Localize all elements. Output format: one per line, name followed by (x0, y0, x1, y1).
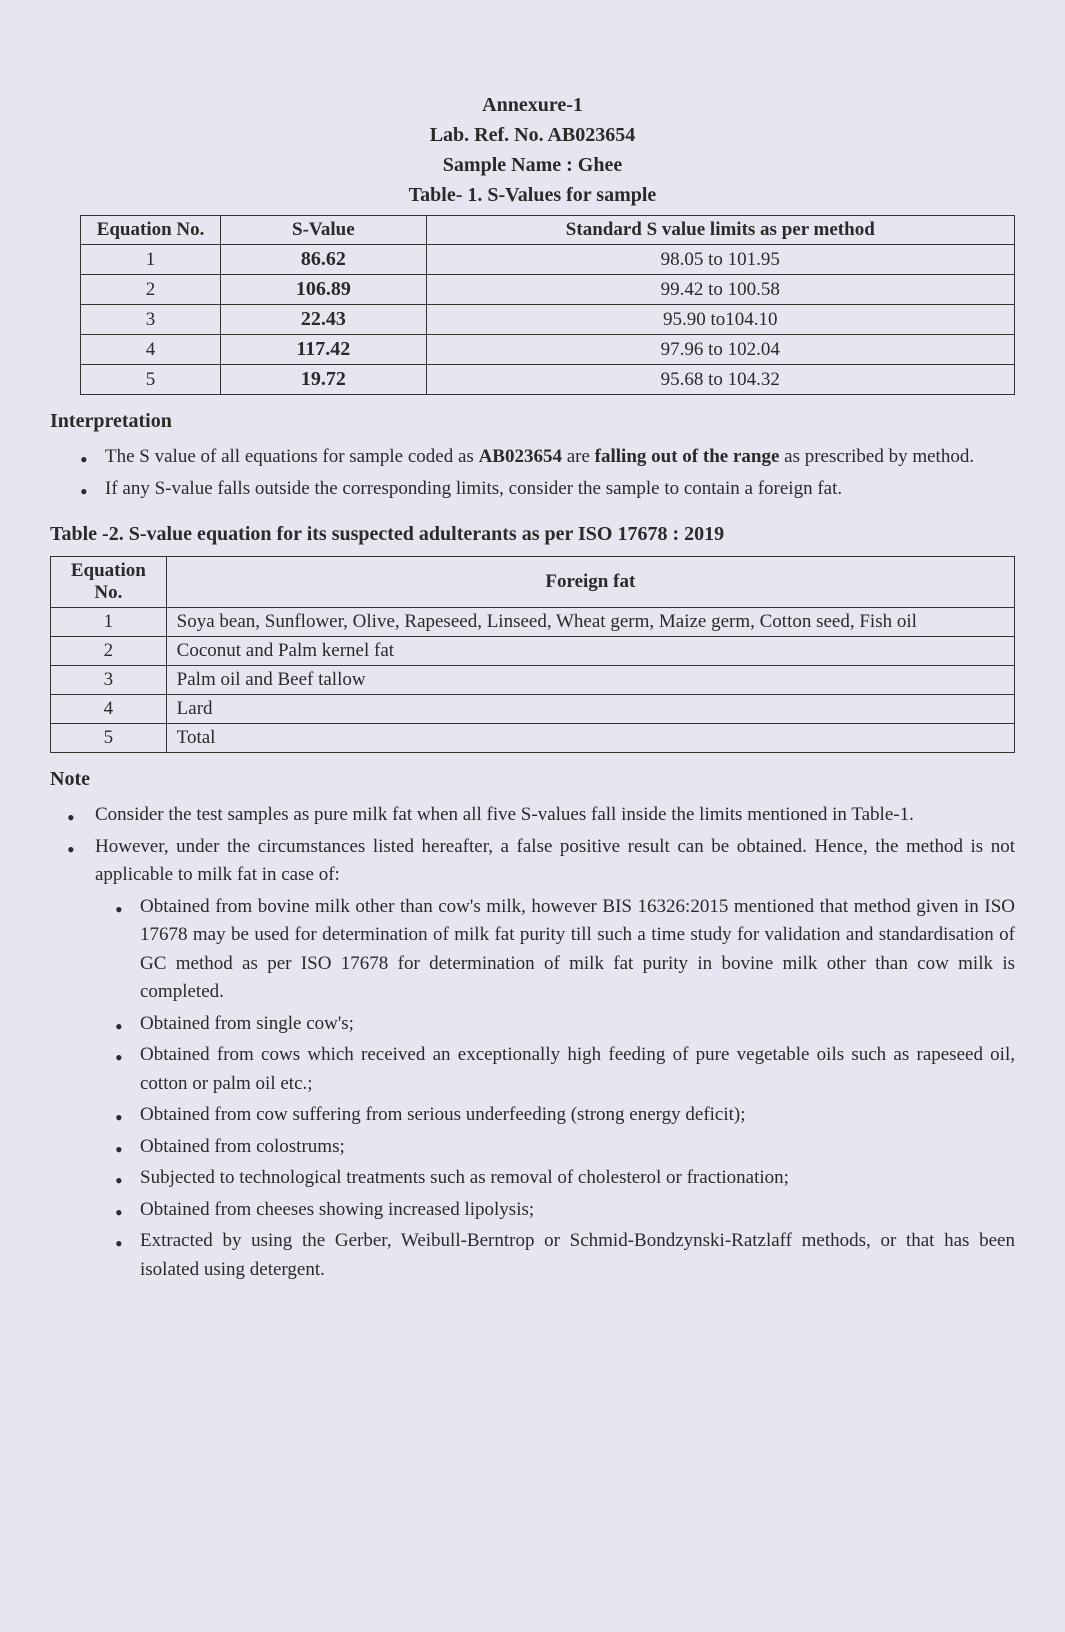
list-item: Obtained from cheeses showing increased … (140, 1196, 1015, 1225)
cell-svalue: 106.89 (221, 275, 426, 305)
list-item: Obtained from single cow's; (140, 1010, 1015, 1039)
lab-ref-no: Lab. Ref. No. AB023654 (50, 120, 1015, 150)
table-row: 1 86.62 98.05 to 101.95 (81, 245, 1015, 275)
header-foreign-fat: Foreign fat (166, 557, 1014, 608)
list-item: The S value of all equations for sample … (105, 443, 1015, 472)
cell-fat: Lard (166, 695, 1014, 724)
cell-eq: 4 (51, 695, 167, 724)
cell-eq: 5 (51, 724, 167, 753)
table-row: 4 Lard (51, 695, 1015, 724)
cell-fat: Palm oil and Beef tallow (166, 666, 1014, 695)
table-row: 1 Soya bean, Sunflower, Olive, Rapeseed,… (51, 608, 1015, 637)
cell-fat: Coconut and Palm kernel fat (166, 637, 1014, 666)
cell-eq: 1 (81, 245, 221, 275)
note-heading: Note (50, 768, 1015, 791)
header-equation-no: Equation No. (51, 557, 167, 608)
header-limits: Standard S value limits as per method (426, 216, 1014, 245)
list-item: Obtained from cow suffering from serious… (140, 1101, 1015, 1130)
text-bold: AB023654 (479, 446, 562, 467)
list-item: Obtained from bovine milk other than cow… (140, 893, 1015, 1007)
cell-fat: Soya bean, Sunflower, Olive, Rapeseed, L… (166, 608, 1014, 637)
cell-eq: 4 (81, 335, 221, 365)
cell-svalue: 22.43 (221, 305, 426, 335)
document-header: Annexure-1 Lab. Ref. No. AB023654 Sample… (50, 90, 1015, 210)
text-post: as prescribed by method. (779, 446, 974, 467)
cell-limits: 95.68 to 104.32 (426, 365, 1014, 395)
list-item: Obtained from cows which received an exc… (140, 1041, 1015, 1098)
text-pre: If any S-value falls outside the corresp… (105, 478, 842, 499)
svalues-table: Equation No. S-Value Standard S value li… (80, 215, 1015, 395)
list-item: Subjected to technological treatments su… (140, 1164, 1015, 1193)
cell-limits: 99.42 to 100.58 (426, 275, 1014, 305)
cell-eq: 1 (51, 608, 167, 637)
table-row: 3 Palm oil and Beef tallow (51, 666, 1015, 695)
annexure-title: Annexure-1 (50, 90, 1015, 120)
cell-limits: 97.96 to 102.04 (426, 335, 1014, 365)
cell-svalue: 86.62 (221, 245, 426, 275)
cell-eq: 2 (81, 275, 221, 305)
table-row: 4 117.42 97.96 to 102.04 (81, 335, 1015, 365)
header-equation-no: Equation No. (81, 216, 221, 245)
cell-fat: Total (166, 724, 1014, 753)
interpretation-list: The S value of all equations for sample … (50, 443, 1015, 503)
cell-svalue: 19.72 (221, 365, 426, 395)
list-item: However, under the circumstances listed … (95, 833, 1015, 1285)
table-header-row: Equation No. Foreign fat (51, 557, 1015, 608)
cell-svalue: 117.42 (221, 335, 426, 365)
cell-limits: 98.05 to 101.95 (426, 245, 1014, 275)
cell-eq: 3 (51, 666, 167, 695)
cell-eq: 5 (81, 365, 221, 395)
list-item: Obtained from colostrums; (140, 1133, 1015, 1162)
table-row: 5 Total (51, 724, 1015, 753)
list-item: If any S-value falls outside the corresp… (105, 475, 1015, 504)
note-text: However, under the circumstances listed … (95, 836, 1015, 886)
note-list: Consider the test samples as pure milk f… (50, 801, 1015, 1284)
note-sublist: Obtained from bovine milk other than cow… (95, 893, 1015, 1285)
cell-eq: 2 (51, 637, 167, 666)
table1-caption: Table- 1. S-Values for sample (50, 180, 1015, 210)
text-pre: The S value of all equations for sample … (105, 446, 479, 467)
text-bold: falling out of the range (595, 446, 780, 467)
interpretation-heading: Interpretation (50, 410, 1015, 433)
text-mid: are (562, 446, 595, 467)
table-row: 3 22.43 95.90 to104.10 (81, 305, 1015, 335)
cell-limits: 95.90 to104.10 (426, 305, 1014, 335)
table-row: 2 106.89 99.42 to 100.58 (81, 275, 1015, 305)
cell-eq: 3 (81, 305, 221, 335)
table-row: 5 19.72 95.68 to 104.32 (81, 365, 1015, 395)
table1-body: 1 86.62 98.05 to 101.95 2 106.89 99.42 t… (81, 245, 1015, 395)
table2-body: 1 Soya bean, Sunflower, Olive, Rapeseed,… (51, 608, 1015, 753)
table2-caption: Table -2. S-value equation for its suspe… (50, 523, 1015, 546)
foreign-fat-table: Equation No. Foreign fat 1 Soya bean, Su… (50, 556, 1015, 753)
list-item: Extracted by using the Gerber, Weibull-B… (140, 1227, 1015, 1284)
sample-name: Sample Name : Ghee (50, 150, 1015, 180)
table-header-row: Equation No. S-Value Standard S value li… (81, 216, 1015, 245)
list-item: Consider the test samples as pure milk f… (95, 801, 1015, 830)
table-row: 2 Coconut and Palm kernel fat (51, 637, 1015, 666)
header-svalue: S-Value (221, 216, 426, 245)
